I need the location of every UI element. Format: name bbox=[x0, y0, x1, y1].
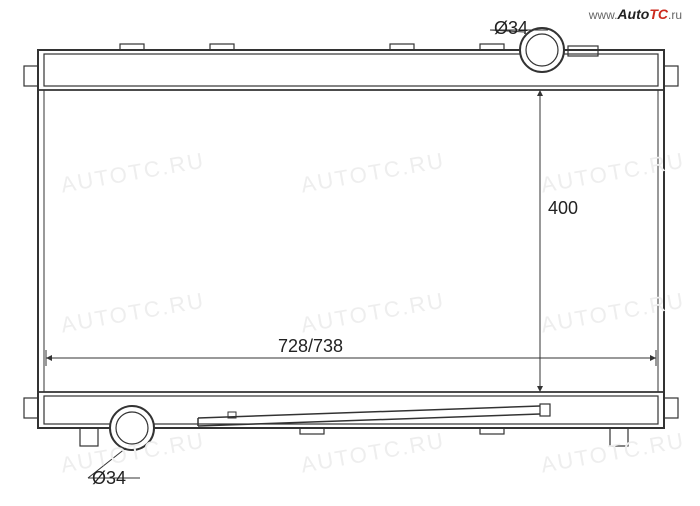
radiator-drawing bbox=[0, 0, 700, 501]
dim-height: 400 bbox=[548, 198, 578, 219]
dim-top-dia: Ø34 bbox=[494, 18, 528, 39]
logo-part2: TC bbox=[649, 6, 668, 22]
dim-bot-dia: Ø34 bbox=[92, 468, 126, 489]
logo-suffix: .ru bbox=[668, 8, 682, 22]
dim-width: 728/738 bbox=[278, 336, 343, 357]
logo-part1: Auto bbox=[617, 6, 649, 22]
site-logo: www.AutoTC.ru bbox=[589, 6, 682, 22]
diagram-canvas: AUTOTC.RUAUTOTC.RUAUTOTC.RUAUTOTC.RUAUTO… bbox=[0, 0, 700, 501]
logo-prefix: www. bbox=[589, 8, 618, 22]
